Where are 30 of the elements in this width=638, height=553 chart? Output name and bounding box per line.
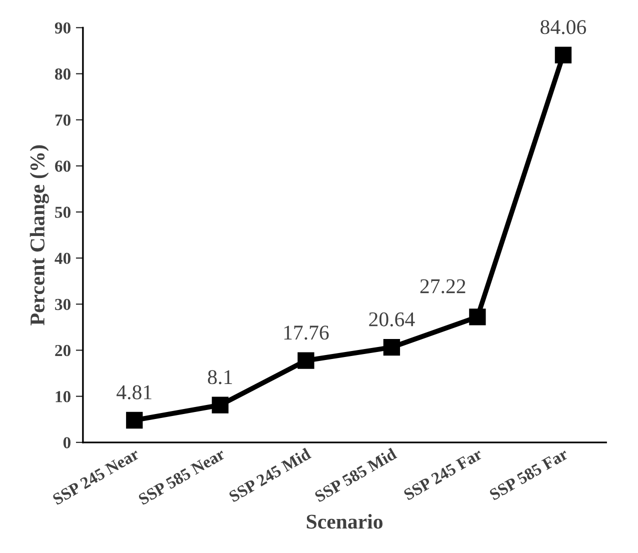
y-tick-label: 20 xyxy=(55,344,70,356)
point xyxy=(554,46,572,64)
point xyxy=(383,338,400,356)
point xyxy=(469,308,486,326)
y-tick-label: 70 xyxy=(55,114,70,126)
y-tick-label: 90 xyxy=(54,22,70,34)
point xyxy=(212,396,228,414)
data-label: 17.76 xyxy=(284,326,329,340)
y-tick-label: 80 xyxy=(55,68,70,80)
y-tick-label: 0 xyxy=(63,437,70,448)
y-tick-label: 60 xyxy=(55,160,70,172)
point xyxy=(126,412,143,429)
data-label: 4.81 xyxy=(116,385,152,400)
y-tick-label: 30 xyxy=(55,298,70,310)
y-axis-title: Percent Change (%) xyxy=(30,145,49,326)
x-tick-label: SSP 245 Far xyxy=(403,448,484,500)
x-tick-label: SSP 245 Mid xyxy=(228,447,312,502)
x-tick-label: SSP 585 Far xyxy=(488,448,569,500)
point xyxy=(298,352,314,369)
y-tick-label: 50 xyxy=(55,206,70,218)
data-label: 27.22 xyxy=(420,279,466,294)
data-label: 20.64 xyxy=(369,312,415,326)
x-axis-title: Scenario xyxy=(306,514,382,529)
x-tick-label: SSP 585 Near xyxy=(138,448,226,506)
x-tick-label: SSP 585 Mid xyxy=(314,447,398,502)
y-tick-label: 40 xyxy=(54,252,70,264)
data-label: 84.06 xyxy=(540,20,586,34)
y-tick-label: 10 xyxy=(56,391,70,402)
x-tick-label: SSP 245 Near xyxy=(52,448,140,506)
data-label: 8.1 xyxy=(208,370,232,384)
